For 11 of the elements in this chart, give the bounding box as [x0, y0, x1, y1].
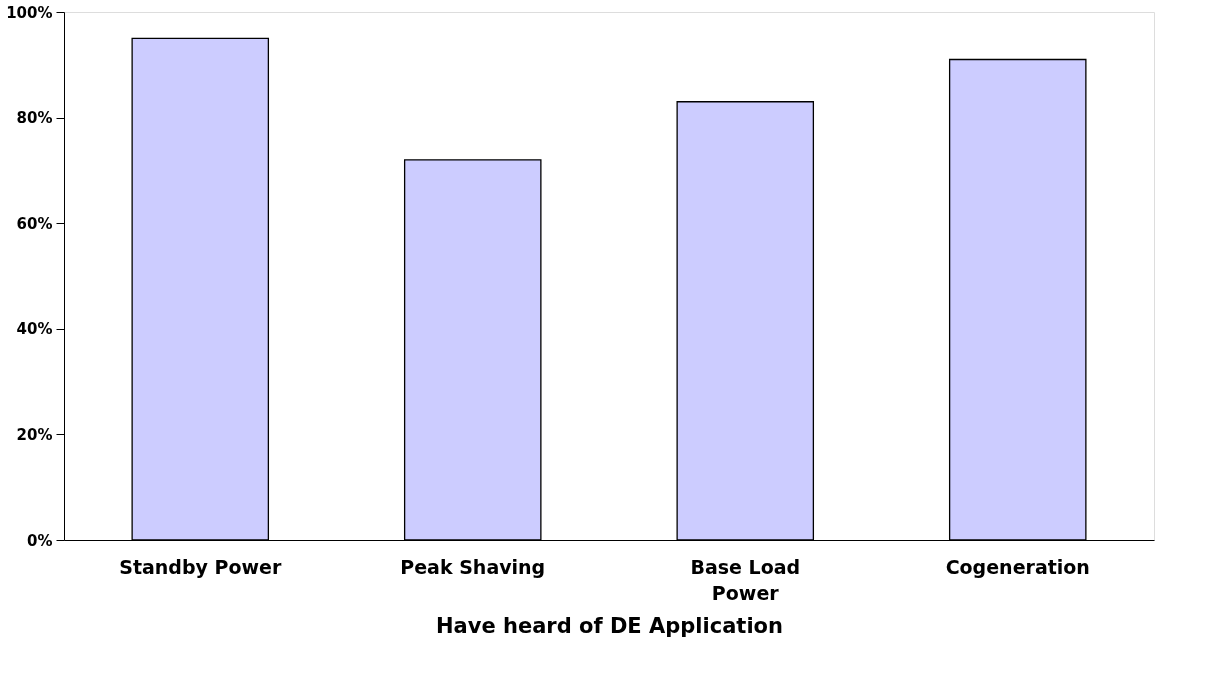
y-tick-label: 60%	[16, 214, 53, 233]
x-axis-title: Have heard of DE Application	[436, 613, 783, 638]
y-tick-label: 0%	[27, 531, 53, 550]
y-tick-label: 100%	[6, 3, 53, 22]
x-tick-label: Cogeneration	[945, 555, 1090, 578]
y-tick-label: 40%	[16, 320, 53, 339]
x-tick-label: Standby Power	[119, 555, 282, 578]
x-tick-label: Base Load Power	[690, 555, 801, 604]
y-tick-label: 20%	[16, 425, 53, 444]
y-tick-label: 80%	[16, 109, 53, 128]
x-tick-label: Peak Shaving	[400, 555, 546, 578]
